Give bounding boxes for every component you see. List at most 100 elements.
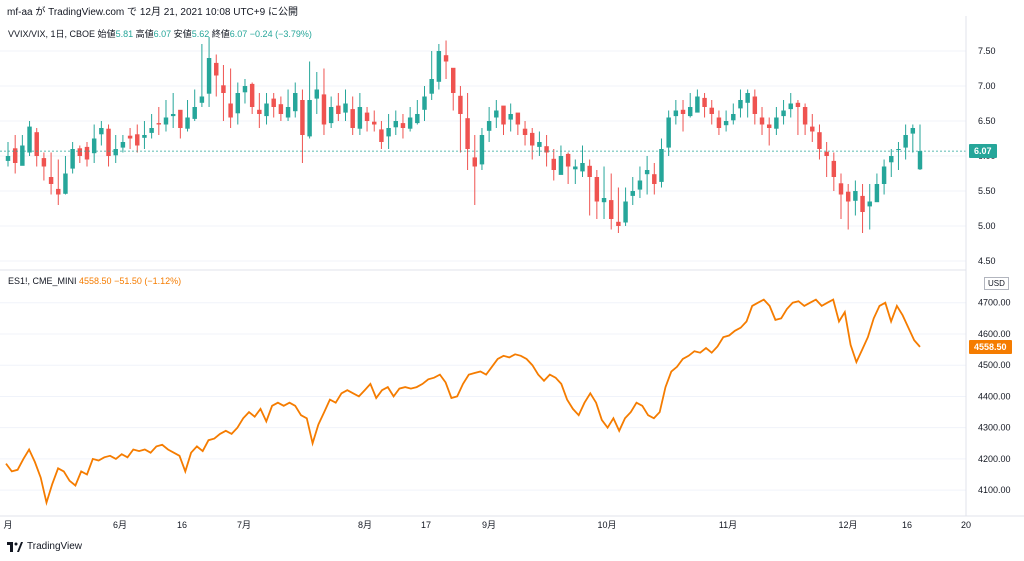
candle-body [91,138,97,154]
x-tick-label: 16 [902,520,912,530]
x-tick-label: 12月 [838,520,857,530]
candle-body [415,114,420,124]
y-tick-label: 4600.00 [978,329,1011,339]
lower-grid [0,302,966,491]
candle-body [731,114,736,121]
candle-body [845,191,851,202]
chart-canvas[interactable]: 4.505.005.506.006.507.007.50 4100.004200… [0,16,1024,536]
candle-body [824,151,829,156]
candle-body [48,177,54,184]
candle-body [860,195,865,212]
candle-body [178,109,183,128]
candle-body [558,156,564,175]
y-tick-label: 4500.00 [978,360,1011,370]
candle-body [666,117,671,148]
candle-body [149,128,154,133]
candle-body [400,123,406,128]
candle-body [307,100,312,137]
candle-body [364,112,370,121]
y-tick-label: 4300.00 [978,423,1011,433]
candle-body [853,191,858,201]
es-value: 4558.50 [79,276,112,286]
candle-body [472,157,477,167]
es-legend[interactable]: ES1!, CME_MINI 4558.50 −51.50 (−1.12%) [8,276,181,286]
candle-body [673,110,679,117]
low-value: 5.62 [191,29,210,39]
candle-body [781,110,786,117]
footer-brand[interactable]: TradingView [7,541,82,552]
candle-body [745,93,750,103]
candle-body [680,109,686,114]
x-tick-label: 月 [3,520,12,530]
candle-body [436,51,442,82]
candle-body [84,146,90,160]
candle-body [27,126,32,153]
x-tick-label: 11月 [719,520,737,530]
candle-body [5,156,11,161]
candle-body [802,107,808,125]
y-tick-label: 5.00 [978,221,996,231]
candle-body [206,58,212,94]
candle-body [687,107,693,117]
candle-body [34,132,39,156]
candle-body [652,174,657,184]
x-tick-label: 10月 [597,520,616,530]
candle-body [759,117,765,125]
candle-body [817,132,822,149]
x-tick-label: 6月 [113,520,127,530]
es-price-line [5,298,921,507]
time-axis: 月 6月 16 7月 8月 17 9月 10月 11月 12月 16 20 [3,520,971,530]
candle-body [221,85,226,93]
candle-body [443,55,449,62]
candle-body [551,158,556,170]
x-tick-label: 17 [421,520,431,530]
candle-body [357,107,363,129]
candle-body [723,121,729,126]
candle-body [659,149,664,182]
candle-body [644,170,650,175]
candle-body [788,103,793,110]
candle-body [831,160,837,177]
candle-body [702,97,707,107]
candle-body [580,163,585,172]
publish-header: mf-aa が TradingView.com で 12月 21, 2021 1… [7,7,298,18]
candle-body [494,110,499,118]
candle-body [321,94,327,125]
candle-body [185,117,190,129]
es-symbol[interactable]: ES1!, CME_MINI [8,276,77,286]
close-value: 6.07 [229,29,248,39]
candlestick-series [5,37,923,233]
candle-body [544,146,549,153]
candle-body [508,114,513,120]
candle-body [608,200,614,219]
open-value: 5.81 [115,29,134,39]
candle-body [594,177,600,202]
currency-label[interactable]: USD [984,277,1009,290]
es-last-price-tag: 4558.50 [969,339,1012,354]
candle-body [300,100,305,135]
candle-body [522,128,528,135]
candle-body [709,107,714,114]
candle-body [451,67,456,93]
candle-body [379,129,384,142]
candle-body [637,180,643,190]
candle-body [515,112,521,125]
vvix-symbol[interactable]: VVIX/VIX, 1日, CBOE [8,29,96,39]
vvix-legend[interactable]: VVIX/VIX, 1日, CBOE 始値5.81 高値6.07 安値5.62 … [8,27,312,40]
candle-body [142,135,147,138]
x-tick-label: 16 [177,520,187,530]
open-label: 始値 [97,29,116,39]
candle-body [235,93,241,114]
candle-body [917,151,923,170]
x-tick-label: 7月 [237,520,251,530]
candle-body [393,121,399,128]
es-change: −51.50 (−1.12%) [114,276,182,286]
candle-body [838,183,844,195]
candle-body [587,165,592,177]
candle-body [199,96,205,103]
candle-body [77,148,83,156]
candle-body [278,104,284,114]
candle-body [214,62,219,76]
y-tick-label: 4200.00 [978,454,1011,464]
candle-body [328,107,334,124]
